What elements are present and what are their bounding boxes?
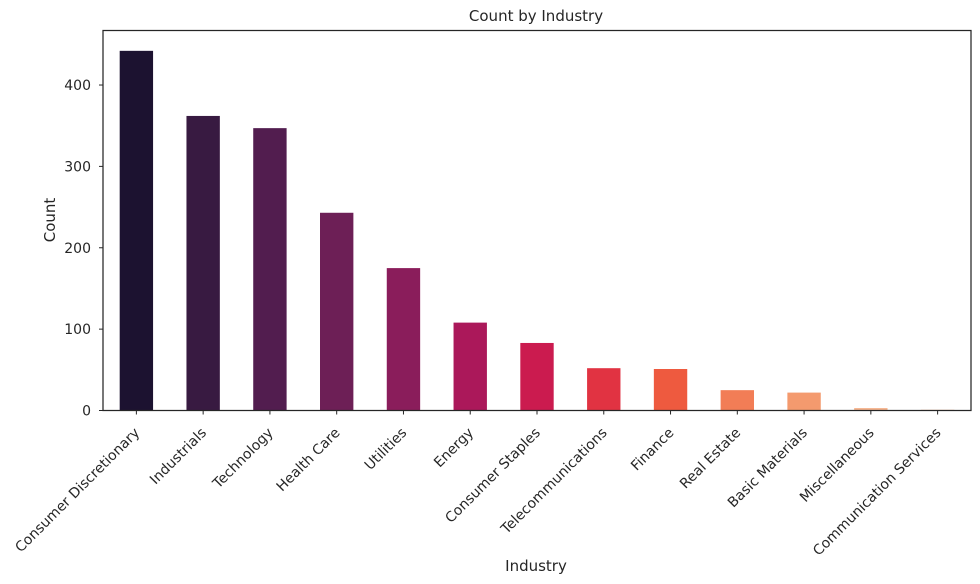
x-tick-label: Industrials	[147, 425, 210, 488]
x-tick-label: Finance	[628, 425, 677, 474]
bar-health-care	[320, 212, 354, 411]
x-axis-ticks: Consumer Discretionary Industrials Technol…	[12, 410, 944, 559]
x-axis-title: Industry	[505, 557, 567, 575]
bar-basic-materials	[787, 392, 821, 411]
y-tick-label: 200	[64, 241, 91, 257]
bar-telecommunications	[587, 368, 621, 411]
bar-industrials	[186, 115, 220, 411]
bar-consumer-staples	[520, 342, 554, 411]
y-tick-label: 100	[64, 322, 91, 338]
x-tick-label: Utilities	[362, 425, 411, 474]
y-axis-title: Count	[41, 198, 59, 243]
y-axis-ticks: 0 100 200 300 400	[64, 78, 103, 420]
y-tick-label: 0	[82, 404, 91, 420]
plot-frame	[102, 29, 972, 412]
x-tick-label: Technology	[209, 425, 276, 492]
chart-title: Count by Industry	[469, 7, 603, 25]
x-tick-label: Real Estate	[677, 425, 744, 492]
bar-technology	[253, 128, 287, 411]
x-tick-label: Communication Services	[810, 425, 944, 559]
bar-finance	[653, 369, 688, 411]
x-tick-label: Energy	[431, 425, 477, 471]
bar-miscellaneous	[854, 408, 888, 411]
bars	[119, 50, 955, 411]
x-tick-label: Health Care	[274, 425, 344, 495]
x-tick-label: Consumer Discretionary	[12, 425, 143, 556]
bar-consumer-discretionary	[119, 50, 154, 411]
y-tick-label: 400	[64, 78, 91, 94]
bar-real-estate	[720, 390, 754, 411]
y-tick-label: 300	[64, 159, 91, 175]
bar-utilities	[386, 268, 421, 411]
bar-energy	[453, 322, 487, 411]
